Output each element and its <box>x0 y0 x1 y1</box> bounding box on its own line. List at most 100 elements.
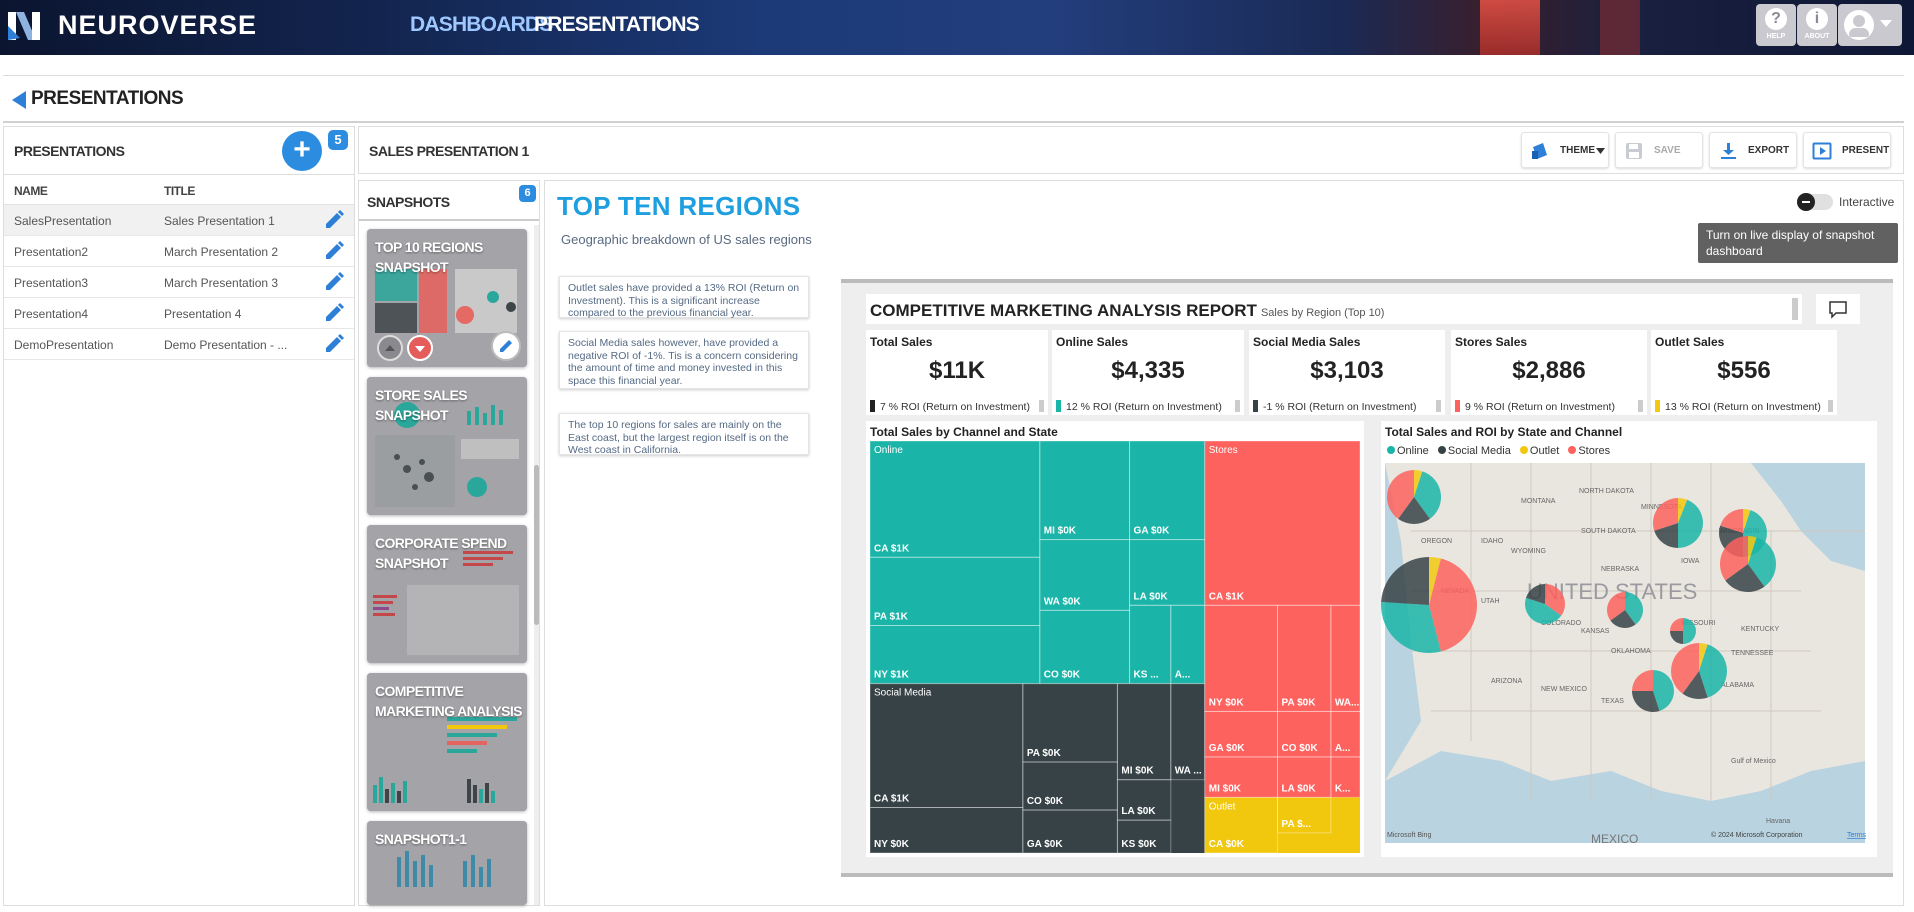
treemap-cell[interactable] <box>1129 440 1206 541</box>
map-pie-slice[interactable] <box>1545 584 1565 616</box>
theme-button[interactable]: THEME <box>1521 132 1609 168</box>
snapshots-scrollbar[interactable] <box>534 225 539 905</box>
treemap-cell[interactable] <box>1330 710 1361 758</box>
map-pie-slice[interactable] <box>1653 670 1674 711</box>
neuroverse-logo-icon[interactable] <box>6 8 42 44</box>
map-pie-slice[interactable] <box>1670 618 1683 631</box>
treemap-group[interactable] <box>870 683 1205 853</box>
map-pie-slice[interactable] <box>1387 470 1414 519</box>
legend-item-online[interactable]: Online <box>1385 445 1429 457</box>
treemap-cell[interactable] <box>869 807 1024 854</box>
map-pie-slice[interactable] <box>1682 671 1708 699</box>
treemap-cell[interactable] <box>1129 539 1206 606</box>
back-arrow-icon[interactable] <box>12 91 26 109</box>
treemap-cell[interactable] <box>869 440 1041 558</box>
note-card[interactable]: The top 10 regions for sales are mainly … <box>559 413 809 456</box>
treemap-chart[interactable]: CA $1K PA $1K NY $1K MI $0K WA $0K CO $0K GA $… <box>866 421 1364 857</box>
presentation-row[interactable]: DemoPresentation Demo Presentation - ... <box>4 329 354 360</box>
map-pie-slice[interactable] <box>1743 509 1751 533</box>
map-pie-slice[interactable] <box>1678 498 1688 523</box>
map-pie-slice[interactable] <box>1671 643 1699 694</box>
slide-title[interactable]: TOP TEN REGIONS <box>557 191 801 221</box>
map-pie-slice[interactable] <box>1670 631 1683 644</box>
snapshot-card[interactable]: STORE SALES SNAPSHOT <box>367 377 527 515</box>
edit-pencil-icon[interactable] <box>324 272 344 292</box>
map-pie-slice[interactable] <box>1525 597 1562 624</box>
edit-pencil-icon[interactable] <box>324 334 344 354</box>
map-pie-slice[interactable] <box>1720 509 1743 533</box>
treemap-cell[interactable] <box>1204 710 1279 758</box>
treemap-cell[interactable] <box>1039 440 1131 541</box>
edit-pencil-icon[interactable] <box>324 210 344 230</box>
map-pie-slice[interactable] <box>1748 536 1757 564</box>
map-pie-slice[interactable] <box>1607 592 1625 621</box>
treemap-cell[interactable] <box>1116 779 1172 821</box>
treemap-cell[interactable] <box>1022 683 1118 763</box>
treemap-cell[interactable] <box>1277 710 1332 758</box>
treemap-cell[interactable] <box>1277 796 1332 834</box>
treemap-cell[interactable] <box>1330 604 1361 712</box>
map-pie-slice[interactable] <box>1610 610 1636 628</box>
map-pie-slice[interactable] <box>1398 497 1430 524</box>
map-pie-slice[interactable] <box>1381 557 1429 605</box>
about-button[interactable]: i ABOUT <box>1797 4 1837 46</box>
map-pie-slice[interactable] <box>1632 691 1660 712</box>
user-menu-button[interactable] <box>1838 4 1902 46</box>
treemap-cell[interactable] <box>1204 796 1279 854</box>
export-button[interactable]: EXPORT <box>1709 132 1797 168</box>
treemap-cell[interactable] <box>1039 539 1131 611</box>
legend-item-social-media[interactable]: Social Media <box>1436 445 1511 457</box>
move-up-button[interactable] <box>377 335 403 361</box>
map-pie-slice[interactable] <box>1699 644 1727 698</box>
help-button[interactable]: ? HELP <box>1756 4 1796 46</box>
interactive-toggle[interactable] <box>1797 193 1833 211</box>
legend-item-outlet[interactable]: Outlet <box>1518 445 1559 457</box>
treemap-cell[interactable] <box>1022 761 1118 811</box>
map-pie-slice[interactable] <box>1678 499 1703 548</box>
map-pie-slice[interactable] <box>1414 471 1441 519</box>
edit-pencil-icon[interactable] <box>324 241 344 261</box>
slide-subtitle[interactable]: Geographic breakdown of US sales regions <box>561 232 812 247</box>
presentation-row[interactable]: Presentation3 March Presentation 3 <box>4 267 354 298</box>
presentation-row[interactable]: Presentation2 March Presentation 2 <box>4 236 354 267</box>
map-pie-slice[interactable] <box>1429 557 1441 605</box>
scrollbar-thumb[interactable] <box>534 465 539 625</box>
presentation-row[interactable]: SalesPresentation Sales Presentation 1 <box>4 205 354 236</box>
save-button[interactable]: SAVE <box>1615 132 1703 168</box>
map-pie-slice[interactable] <box>1632 670 1653 691</box>
treemap-cell[interactable] <box>869 556 1041 627</box>
treemap-cell[interactable] <box>1277 604 1332 712</box>
map-pie-slice[interactable] <box>1720 536 1748 581</box>
edit-snapshot-button[interactable] <box>491 331 521 361</box>
treemap-group[interactable] <box>1204 441 1360 798</box>
kpi-card[interactable]: Online Sales $4,335 12 % ROI (Return on In… <box>1052 330 1244 415</box>
kpi-card[interactable]: Total Sales $11K 7 % ROI (Return on Invest… <box>866 330 1048 415</box>
note-card[interactable]: Social Media sales however, have provide… <box>559 331 809 389</box>
map-pie-slice[interactable] <box>1699 643 1708 671</box>
map-pie-slice[interactable] <box>1654 523 1678 548</box>
add-presentation-button[interactable]: + <box>282 131 322 171</box>
map-pie-slice[interactable] <box>1653 498 1678 531</box>
treemap-cell[interactable] <box>1204 440 1361 606</box>
kpi-card[interactable]: Social Media Sales $3,103 -1 % ROI (Return… <box>1249 330 1445 415</box>
map-terms-link[interactable]: Terms <box>1847 832 1867 839</box>
treemap-cell[interactable] <box>1116 683 1172 781</box>
treemap-cell[interactable] <box>1039 609 1131 685</box>
comment-button[interactable] <box>1816 294 1860 324</box>
nav-dashboards[interactable]: DASHBOARDS <box>410 13 553 36</box>
map-pie-slice[interactable] <box>1748 537 1776 587</box>
note-card[interactable]: Outlet sales have provided a 13% ROI (Re… <box>559 276 809 319</box>
move-down-button[interactable] <box>407 335 433 361</box>
nav-presentations[interactable]: PRESENTATIONS <box>534 13 700 36</box>
column-header-title[interactable]: TITLE <box>164 184 195 198</box>
treemap-cell[interactable] <box>1170 683 1206 781</box>
kpi-card[interactable]: Outlet Sales $556 13 % ROI (Return on Inve… <box>1651 330 1837 415</box>
treemap-cell[interactable] <box>869 683 1024 809</box>
map-pie-slice[interactable] <box>1725 564 1765 592</box>
map-pie-slice[interactable] <box>1683 618 1696 644</box>
treemap-cell[interactable] <box>1116 819 1172 854</box>
treemap-group[interactable] <box>870 441 1205 684</box>
map-pie-slice[interactable] <box>1381 601 1441 653</box>
map-pie-slice[interactable] <box>1414 470 1423 497</box>
